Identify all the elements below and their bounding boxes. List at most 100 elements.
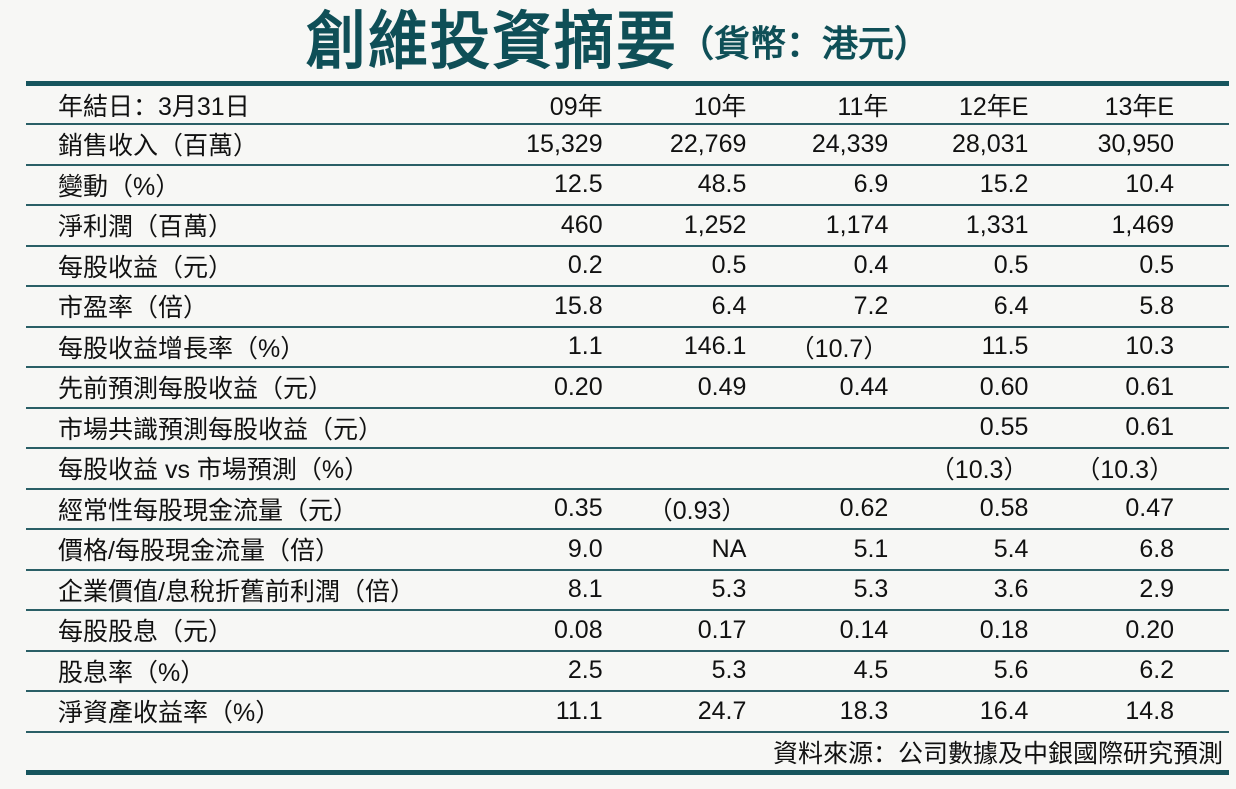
row-label: 淨利潤（百萬） xyxy=(26,205,437,247)
table-cell: 6.2 xyxy=(1028,650,1175,692)
table-cell xyxy=(746,407,889,449)
header-year: 09年 xyxy=(436,86,603,125)
row-label: 經常性每股現金流量（元） xyxy=(26,488,437,530)
table-row: 淨資產收益率（%） 11.1 24.7 18.3 16.4 14.8 xyxy=(26,691,1229,733)
table-cell: 0.4 xyxy=(746,245,889,287)
table-row: 市盈率（倍） 15.8 6.4 7.2 6.4 5.8 xyxy=(26,286,1229,328)
table-cell: 0.49 xyxy=(602,367,747,409)
source-note: 資料來源：公司數據及中銀國際研究預測 xyxy=(772,740,1223,769)
table-cell: 16.4 xyxy=(888,691,1029,733)
spacer-cell xyxy=(1174,691,1229,733)
spacer-cell xyxy=(1174,86,1229,125)
spacer-cell xyxy=(1174,205,1229,247)
row-label: 股息率（%） xyxy=(26,650,437,692)
bottom-rule xyxy=(26,770,1229,775)
table-cell xyxy=(602,448,747,490)
table-cell: 24.7 xyxy=(602,691,747,733)
table-cell: 9.0 xyxy=(436,529,603,571)
spacer-cell xyxy=(1174,367,1229,409)
header-year: 10年 xyxy=(602,86,747,125)
table-row: 價格/每股現金流量（倍） 9.0 NA 5.1 5.4 6.8 xyxy=(26,529,1229,571)
table-cell: 0.47 xyxy=(1028,488,1175,530)
table-cell xyxy=(602,407,747,449)
header-row: 年結日：3月31日 09年 10年 11年 12年E 13年E xyxy=(26,86,1229,125)
row-label: 先前預測每股收益（元） xyxy=(26,367,437,409)
header-year: 12年E xyxy=(888,86,1029,125)
table-cell: 5.3 xyxy=(746,569,889,611)
table-row: 每股收益增長率（%） 1.1 146.1 （10.7） 11.5 10.3 xyxy=(26,326,1229,368)
table-cell: 15,329 xyxy=(436,124,603,166)
table-cell: 5.1 xyxy=(746,529,889,571)
table-cell: 10.4 xyxy=(1028,164,1175,206)
table-cell: 0.20 xyxy=(1028,610,1175,652)
table-cell: 8.1 xyxy=(436,569,603,611)
table-cell: 5.6 xyxy=(888,650,1029,692)
table-cell: 0.08 xyxy=(436,610,603,652)
table-cell: 0.55 xyxy=(888,407,1029,449)
table-cell: （10.3） xyxy=(888,448,1029,490)
table-cell: 28,031 xyxy=(888,124,1029,166)
row-label: 每股收益（元） xyxy=(26,245,437,287)
table-cell: 7.2 xyxy=(746,286,889,328)
table-cell: 2.5 xyxy=(436,650,603,692)
table-cell: 12.5 xyxy=(436,164,603,206)
table-cell: 0.62 xyxy=(746,488,889,530)
spacer-cell xyxy=(1174,448,1229,490)
table-cell: （0.93） xyxy=(602,488,747,530)
table-row: 企業價值/息稅折舊前利潤（倍） 8.1 5.3 5.3 3.6 2.9 xyxy=(26,569,1229,611)
table-cell: 11.5 xyxy=(888,326,1029,368)
spacer-cell xyxy=(1174,245,1229,287)
source-row: 資料來源：公司數據及中銀國際研究預測 xyxy=(26,732,1229,773)
spacer-cell xyxy=(1174,164,1229,206)
table-cell: （10.7） xyxy=(746,326,889,368)
spacer-cell xyxy=(1174,569,1229,611)
table-cell: 1,331 xyxy=(888,205,1029,247)
table-cell: 0.5 xyxy=(602,245,747,287)
row-label: 市場共識預測每股收益（元） xyxy=(26,407,437,449)
table-cell: 6.4 xyxy=(602,286,747,328)
table-cell: 48.5 xyxy=(602,164,747,206)
table-cell: （10.3） xyxy=(1028,448,1175,490)
row-label: 每股收益增長率（%） xyxy=(26,326,437,368)
table-cell: 0.44 xyxy=(746,367,889,409)
row-label: 銷售收入（百萬） xyxy=(26,124,437,166)
table-cell: 1.1 xyxy=(436,326,603,368)
title-area: 創維投資摘要（貨幣：港元） xyxy=(0,0,1236,84)
table-cell: 11.1 xyxy=(436,691,603,733)
header-year: 11年 xyxy=(746,86,889,125)
table-cell: 5.8 xyxy=(1028,286,1175,328)
table-row: 股息率（%） 2.5 5.3 4.5 5.6 6.2 xyxy=(26,650,1229,692)
table-cell: 0.61 xyxy=(1028,367,1175,409)
header-year: 13年E xyxy=(1028,86,1175,125)
table-row: 每股股息（元） 0.08 0.17 0.14 0.18 0.20 xyxy=(26,610,1229,652)
table-cell: 2.9 xyxy=(1028,569,1175,611)
table-row: 經常性每股現金流量（元） 0.35 （0.93） 0.62 0.58 0.47 xyxy=(26,488,1229,530)
table-cell: 146.1 xyxy=(602,326,747,368)
table-cell: 5.3 xyxy=(602,569,747,611)
spacer-cell xyxy=(1174,124,1229,166)
table-row: 銷售收入（百萬） 15,329 22,769 24,339 28,031 30,950 xyxy=(26,124,1229,166)
table-row: 每股收益（元） 0.2 0.5 0.4 0.5 0.5 xyxy=(26,245,1229,287)
table-cell: 0.60 xyxy=(888,367,1029,409)
table-cell: 0.2 xyxy=(436,245,603,287)
table-row: 每股收益 vs 市場預測（%） （10.3） （10.3） xyxy=(26,448,1229,490)
table-cell: 6.8 xyxy=(1028,529,1175,571)
table-cell: 4.5 xyxy=(746,650,889,692)
table-cell: 0.18 xyxy=(888,610,1029,652)
header-label: 年結日：3月31日 xyxy=(26,86,437,125)
table-cell: 0.5 xyxy=(1028,245,1175,287)
table-cell: 15.8 xyxy=(436,286,603,328)
spacer-cell xyxy=(1174,488,1229,530)
row-label: 價格/每股現金流量（倍） xyxy=(26,529,437,571)
table-cell: 0.35 xyxy=(436,488,603,530)
spacer-cell xyxy=(1174,650,1229,692)
table-cell: 18.3 xyxy=(746,691,889,733)
row-label: 企業價值/息稅折舊前利潤（倍） xyxy=(26,569,437,611)
table-row: 淨利潤（百萬） 460 1,252 1,174 1,331 1,469 xyxy=(26,205,1229,247)
spacer-cell xyxy=(1174,610,1229,652)
table-cell: 0.20 xyxy=(436,367,603,409)
table-cell: 3.6 xyxy=(888,569,1029,611)
table-cell: 1,252 xyxy=(602,205,747,247)
spacer-cell xyxy=(1174,326,1229,368)
table-cell: 6.4 xyxy=(888,286,1029,328)
